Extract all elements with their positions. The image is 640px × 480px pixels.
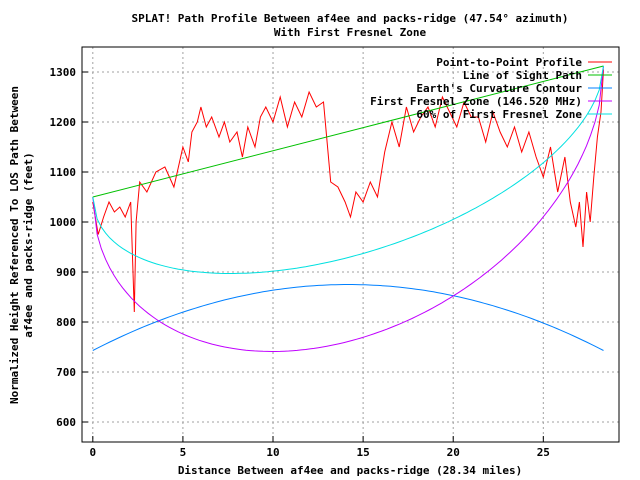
series-line-2 xyxy=(92,284,604,351)
y-tick-label: 900 xyxy=(56,266,76,279)
x-tick-label: 20 xyxy=(447,446,460,459)
legend-label-3: First Fresnel Zone (146.520 MHz) xyxy=(370,95,582,108)
x-tick-label: 25 xyxy=(537,446,550,459)
legend-label-4: 60% of First Fresnel Zone xyxy=(416,108,582,121)
y-tick-label: 700 xyxy=(56,366,76,379)
y-axis-label-line2: af4ee and packs-ridge (feet) xyxy=(22,152,35,337)
y-axis-label-line1: Normalized Height Referenced To LOS Path… xyxy=(8,86,21,404)
y-tick-label: 1000 xyxy=(50,216,77,229)
plot-frame xyxy=(81,46,620,443)
x-tick-label: 5 xyxy=(180,446,187,459)
plot-lines xyxy=(92,65,604,352)
y-tick-label: 1200 xyxy=(50,116,77,129)
series-line-0 xyxy=(92,69,604,313)
legend-label-0: Point-to-Point Profile xyxy=(436,56,582,69)
series-line-4 xyxy=(92,65,604,274)
chart-title: SPLAT! Path Profile Between af4ee and pa… xyxy=(131,12,568,25)
series-line-1 xyxy=(92,65,604,198)
x-tick-label: 0 xyxy=(89,446,96,459)
x-axis-label: Distance Between af4ee and packs-ridge (… xyxy=(178,464,522,477)
tick-labels: 0 5 10 15 20 25 600 700 800 900 1000 1100 1200 1300 xyxy=(50,66,550,459)
series-line-3 xyxy=(92,65,604,352)
y-tick-label: 1100 xyxy=(50,166,77,179)
x-tick-label: 15 xyxy=(356,446,369,459)
chart-subtitle: With First Fresnel Zone xyxy=(274,26,427,39)
legend-label-1: Line of Sight Path xyxy=(463,69,582,82)
grid xyxy=(82,47,619,442)
y-tick-label: 1300 xyxy=(50,66,77,79)
y-tick-label: 600 xyxy=(56,416,76,429)
x-tick-label: 10 xyxy=(266,446,279,459)
y-tick-label: 800 xyxy=(56,316,76,329)
legend-label-2: Earth's Curvature Contour xyxy=(416,82,582,95)
